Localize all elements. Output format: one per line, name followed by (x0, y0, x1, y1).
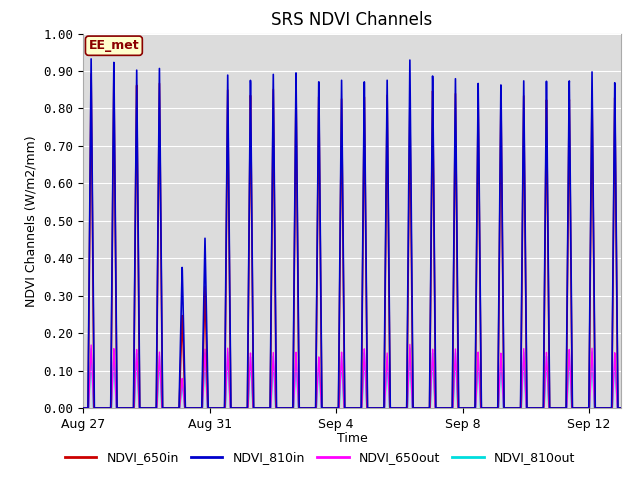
NDVI_810in (600, 405, 608, 411)
NDVI_810in (335, 368, 342, 374)
NDVI_650in (617, 405, 625, 411)
NDVI_650in (600, 405, 608, 411)
NDVI_810out (310, 405, 317, 411)
NDVI_810out (600, 405, 608, 411)
NDVI_650in (335, 384, 342, 390)
Legend: NDVI_650in, NDVI_810in, NDVI_650out, NDVI_810out: NDVI_650in, NDVI_810in, NDVI_650out, NDV… (60, 446, 580, 469)
NDVI_650in (87, 71, 95, 77)
NDVI_810out (574, 405, 582, 411)
Y-axis label: NDVI Channels (W/m2/mm): NDVI Channels (W/m2/mm) (25, 135, 38, 307)
NDVI_810out (406, 345, 413, 351)
NDVI_650out (574, 405, 582, 411)
Line: NDVI_650out: NDVI_650out (83, 345, 621, 408)
NDVI_810out (335, 405, 342, 411)
Line: NDVI_810out: NDVI_810out (83, 348, 621, 408)
NDVI_810in (310, 405, 317, 411)
NDVI_810out (470, 405, 477, 411)
NDVI_650out (617, 405, 625, 411)
NDVI_810out (305, 405, 313, 411)
NDVI_810in (87, 56, 95, 62)
NDVI_650in (305, 405, 313, 411)
NDVI_650out (335, 405, 342, 411)
Title: SRS NDVI Channels: SRS NDVI Channels (271, 11, 433, 29)
NDVI_810in (617, 405, 625, 411)
NDVI_650in (470, 405, 477, 411)
NDVI_810in (79, 405, 87, 411)
NDVI_650out (406, 342, 413, 348)
NDVI_810out (79, 405, 87, 411)
NDVI_810in (305, 405, 313, 411)
NDVI_650out (470, 405, 477, 411)
NDVI_810in (470, 405, 477, 411)
NDVI_650in (310, 405, 317, 411)
NDVI_650in (79, 405, 87, 411)
Text: EE_met: EE_met (88, 39, 140, 52)
NDVI_810in (574, 405, 582, 411)
NDVI_650out (305, 405, 313, 411)
NDVI_650out (79, 405, 87, 411)
NDVI_650in (574, 405, 582, 411)
NDVI_650out (310, 405, 317, 411)
X-axis label: Time: Time (337, 432, 367, 445)
Line: NDVI_810in: NDVI_810in (83, 59, 621, 408)
NDVI_810out (617, 405, 625, 411)
NDVI_650out (600, 405, 608, 411)
Line: NDVI_650in: NDVI_650in (83, 74, 621, 408)
